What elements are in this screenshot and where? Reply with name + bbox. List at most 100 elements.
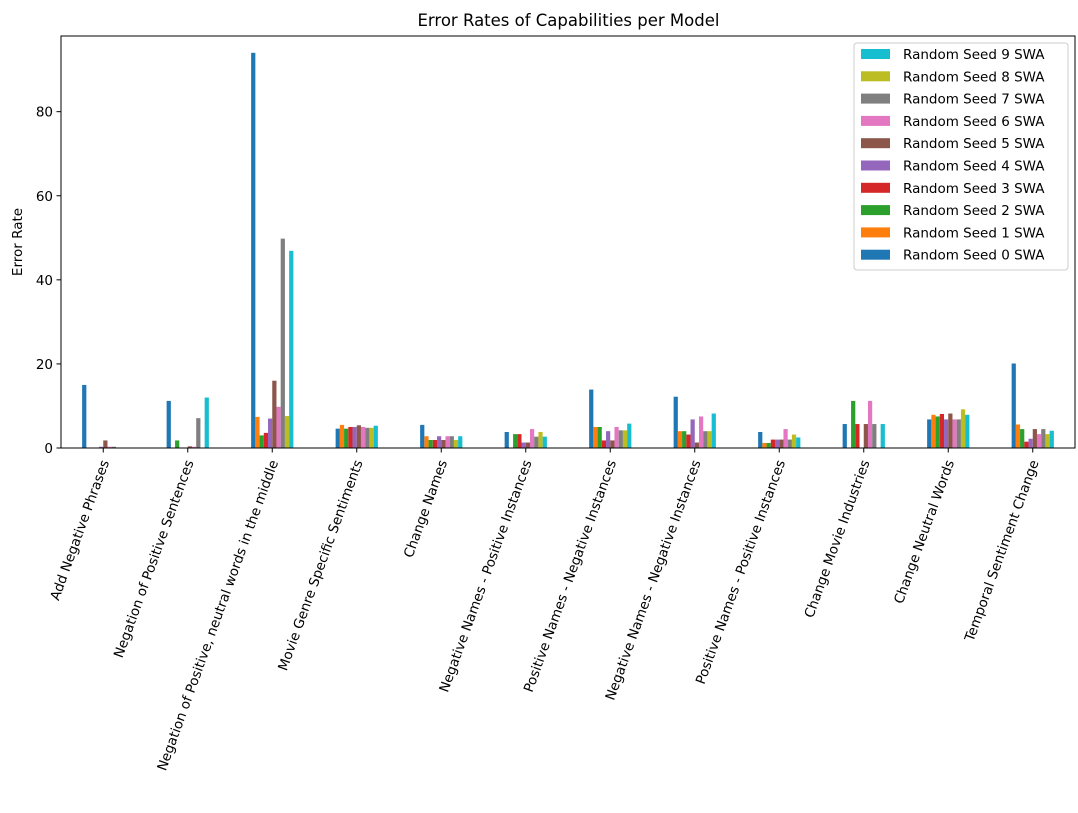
x-tick-label: Negative Names - Negative Instances (602, 458, 704, 703)
bar (441, 440, 446, 448)
series-9 (204, 250, 1054, 448)
bar (259, 435, 264, 448)
bar (344, 428, 349, 448)
bar (424, 436, 429, 448)
bar (529, 429, 535, 448)
bar (766, 442, 771, 448)
bar (783, 429, 788, 448)
bar (289, 250, 294, 448)
x-tick-label: Positive Names - Positive Instances (693, 458, 789, 687)
y-ticks: 0 20 40 60 80 (36, 105, 61, 457)
legend: Random Seed 9 SWA Random Seed 8 SWA Random… (853, 42, 1069, 271)
bar (449, 436, 454, 448)
bar (453, 440, 459, 448)
bar (939, 413, 945, 448)
bar (513, 434, 518, 448)
bar (1028, 438, 1033, 448)
bar (1049, 430, 1054, 448)
bar (255, 416, 260, 448)
legend-swatch (861, 71, 890, 82)
bar (517, 434, 522, 448)
legend-label: Random Seed 8 SWA (903, 69, 1045, 85)
bar (791, 434, 797, 448)
bar (99, 446, 104, 448)
series-1 (255, 414, 1021, 448)
series-7 (111, 238, 1046, 448)
legend-label: Random Seed 5 SWA (903, 136, 1045, 152)
bar (779, 439, 784, 448)
bar (1011, 363, 1016, 448)
y-tick-label: 80 (36, 105, 53, 121)
bar (614, 426, 619, 448)
series-2 (175, 400, 1025, 448)
bar (373, 425, 378, 448)
series-4 (99, 418, 1033, 448)
bar (356, 425, 361, 448)
bar (606, 431, 611, 448)
y-tick-label: 20 (36, 357, 53, 373)
bar (770, 439, 776, 448)
bar (1024, 441, 1029, 448)
bar (610, 440, 615, 448)
legend-label: Random Seed 7 SWA (903, 92, 1045, 108)
bar (420, 424, 425, 448)
legend-swatch (861, 205, 890, 216)
bar (525, 442, 530, 448)
bar (458, 436, 463, 448)
legend-swatch (861, 227, 890, 238)
y-tick-label: 60 (36, 189, 53, 205)
bar (927, 419, 932, 448)
bar (348, 426, 353, 448)
series-8 (284, 409, 1050, 448)
legend-swatch (861, 93, 890, 104)
bar (352, 426, 357, 448)
bar (335, 428, 340, 448)
bar (369, 427, 374, 448)
bar (855, 424, 860, 448)
legend-label: Random Seed 1 SWA (903, 225, 1045, 241)
bar (618, 430, 623, 448)
bar (597, 426, 602, 448)
x-tick-label: Negative Names - Positive Instances (436, 458, 535, 695)
bar (787, 439, 792, 448)
bar (593, 426, 598, 448)
y-tick-label: 40 (36, 273, 53, 289)
bar (538, 432, 543, 448)
legend-label: Random Seed 2 SWA (903, 203, 1045, 219)
bar (960, 409, 966, 448)
legend-label: Random Seed 0 SWA (903, 248, 1045, 264)
x-tick-label: Temporal Sentiment Change (962, 458, 1043, 645)
bar (187, 446, 192, 448)
bar (622, 430, 628, 448)
bar (762, 442, 767, 448)
y-tick-label: 0 (44, 441, 53, 457)
bar (880, 424, 885, 448)
series-3 (263, 413, 1029, 448)
bar (1020, 429, 1025, 448)
legend-swatch (861, 249, 890, 260)
bar (432, 440, 438, 448)
bar (437, 436, 442, 448)
bar (694, 442, 699, 448)
series-6 (107, 400, 1042, 448)
axes (60, 35, 1076, 449)
bar (686, 434, 691, 448)
plot-frame (60, 35, 1076, 449)
bar (948, 413, 953, 448)
bar (365, 427, 370, 448)
bar (1032, 429, 1037, 448)
bar (204, 397, 209, 448)
bar (1041, 429, 1046, 448)
y-axis-label: Error Rate (10, 208, 26, 276)
bar (284, 416, 290, 448)
x-tick-label: Positive Names - Negative Instances (521, 458, 620, 695)
bar (677, 431, 683, 448)
bar (601, 440, 607, 448)
bar (175, 440, 180, 448)
bar (627, 423, 632, 448)
bar (360, 426, 366, 448)
series-0 (82, 52, 1016, 448)
bar (521, 442, 526, 448)
bar (428, 440, 433, 448)
legend-swatch (861, 115, 890, 126)
